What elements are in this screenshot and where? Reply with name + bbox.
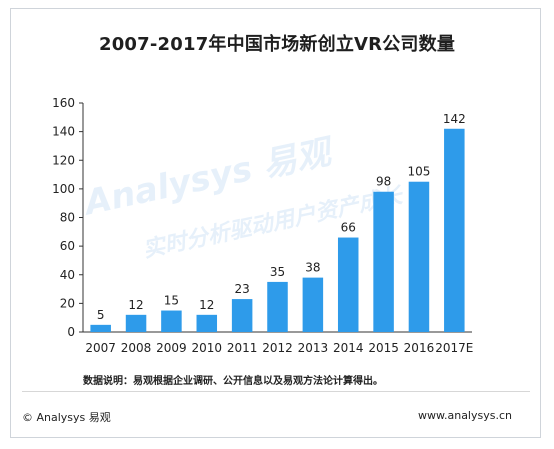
bar xyxy=(161,310,182,332)
bar-chart: 0 20 40 60 80 100 120 140 160 5 2007 12 2008 15 2009 12… xyxy=(52,96,473,355)
y-tick-label: 20 xyxy=(60,296,75,310)
footer-divider xyxy=(22,391,530,392)
data-label: 23 xyxy=(234,282,249,296)
data-label: 12 xyxy=(199,298,214,312)
bar xyxy=(90,324,111,332)
data-label: 105 xyxy=(408,165,431,179)
data-label: 15 xyxy=(164,294,179,308)
x-tick-label: 2011 xyxy=(227,341,258,355)
bar xyxy=(373,191,394,332)
y-tick-label: 40 xyxy=(60,268,75,282)
y-tick-label: 100 xyxy=(52,182,75,196)
bar xyxy=(196,314,218,332)
x-tick-label: 2012 xyxy=(262,341,293,355)
y-tick-label: 140 xyxy=(52,125,75,139)
y-tick-label: 0 xyxy=(67,325,75,339)
x-tick-label: 2017E xyxy=(435,341,473,355)
chart-title: 2007-2017年中国市场新创立VR公司数量 xyxy=(98,34,456,55)
bar xyxy=(408,181,430,332)
copyright-text: © Analysys 易观 xyxy=(22,411,111,424)
x-tick-label: 2009 xyxy=(156,341,187,355)
x-tick-label: 2007 xyxy=(85,341,116,355)
y-tick-label: 120 xyxy=(52,153,75,167)
x-tick-label: 2014 xyxy=(333,341,364,355)
data-label: 66 xyxy=(341,221,356,235)
bar xyxy=(231,299,253,332)
data-label: 5 xyxy=(97,308,105,322)
x-tick-label: 2010 xyxy=(191,341,222,355)
x-tick-label: 2008 xyxy=(121,341,152,355)
y-tick-label: 80 xyxy=(60,211,75,225)
data-label: 142 xyxy=(443,112,466,126)
bar xyxy=(444,128,465,332)
website-text: www.analysys.cn xyxy=(418,409,512,422)
x-tick-label: 2013 xyxy=(298,341,329,355)
x-tick-label: 2015 xyxy=(368,341,399,355)
data-label: 35 xyxy=(270,265,285,279)
bar xyxy=(302,277,324,332)
y-tick-label: 160 xyxy=(52,96,75,110)
data-label: 12 xyxy=(128,298,143,312)
bar xyxy=(267,281,288,332)
data-note: 数据说明：易观根据企业调研、公开信息以及易观方法论计算得出。 xyxy=(83,376,383,387)
data-label: 38 xyxy=(305,261,320,275)
bar xyxy=(337,237,359,332)
bar xyxy=(125,314,147,332)
data-label: 98 xyxy=(376,175,391,189)
y-tick-label: 60 xyxy=(60,239,75,253)
x-tick-label: 2016 xyxy=(404,341,435,355)
